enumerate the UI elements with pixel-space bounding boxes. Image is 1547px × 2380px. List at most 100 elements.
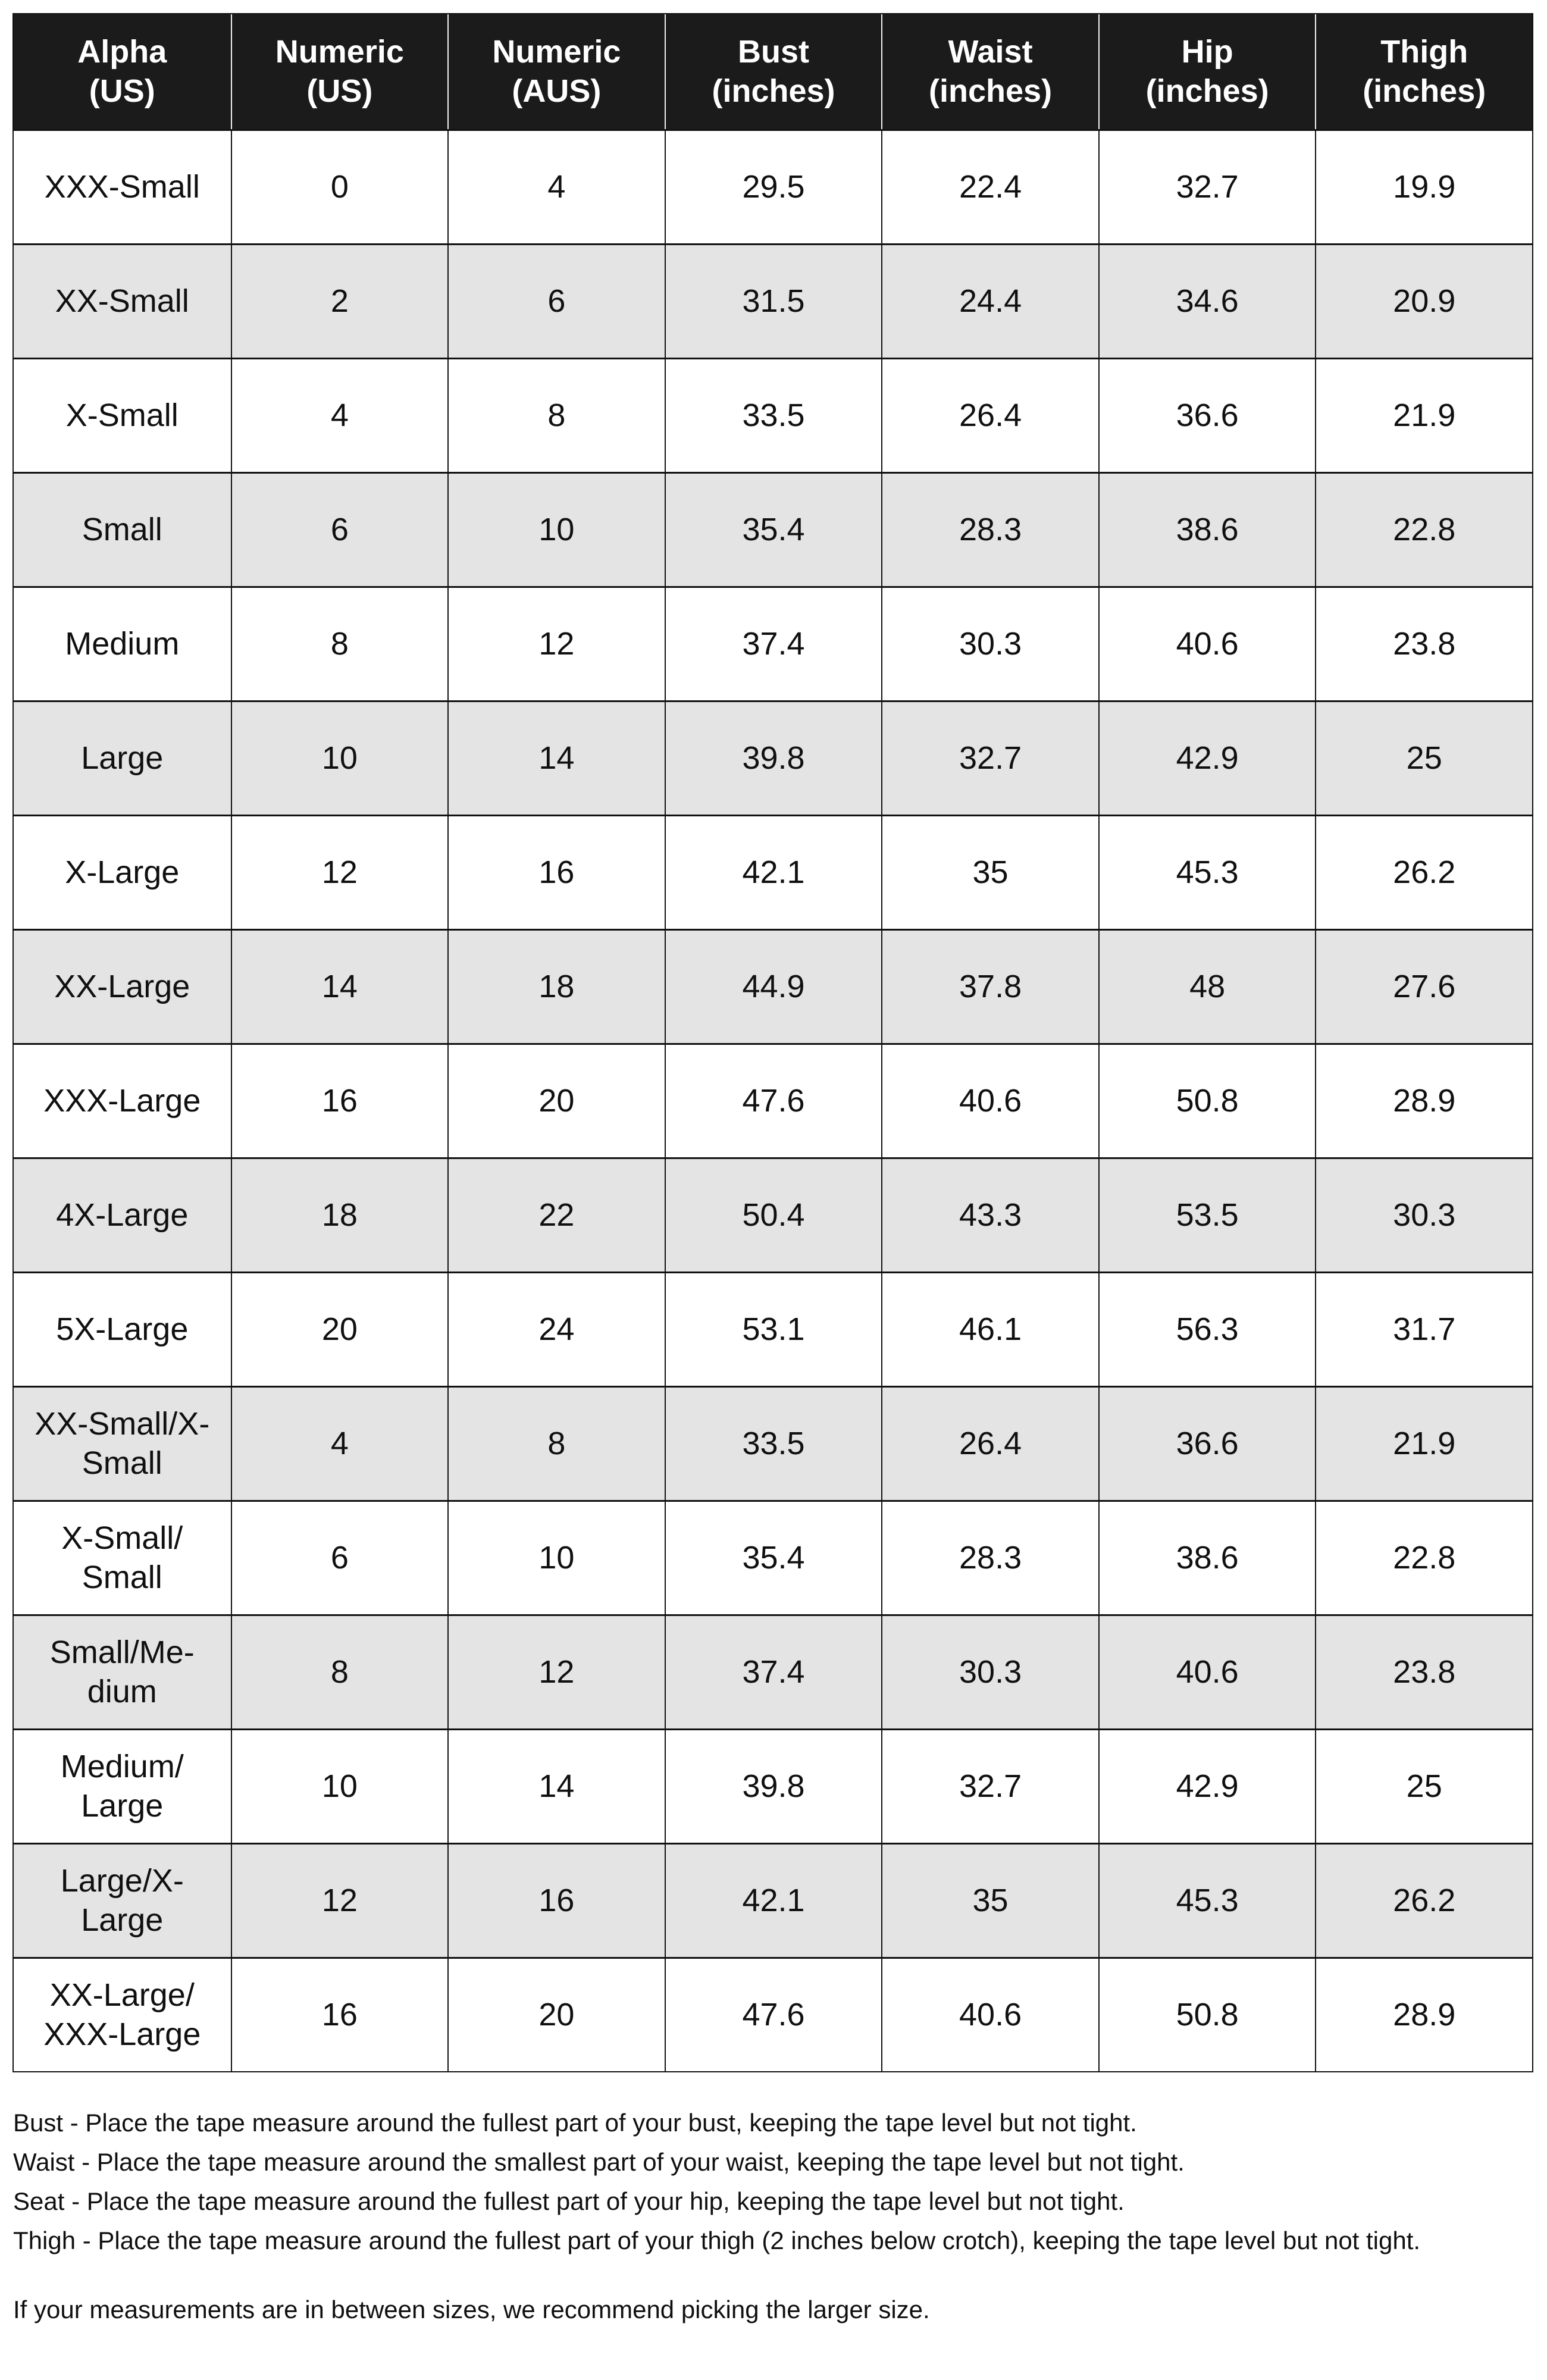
table-cell: 35 bbox=[881, 816, 1098, 929]
table-cell: Small bbox=[82, 511, 162, 547]
table-cell: XX-Small/X- Small bbox=[35, 1405, 210, 1481]
table-cell: 10 bbox=[447, 1502, 665, 1614]
table-row: X-Large 12 16 42.1 35 45.3 26.2 bbox=[14, 815, 1532, 929]
table-cell: 53.5 bbox=[1098, 1159, 1316, 1272]
table-cell: 8 bbox=[447, 1388, 665, 1500]
table-cell: 22.8 bbox=[1315, 474, 1532, 586]
table-cell: 6 bbox=[230, 474, 448, 586]
table-cell: 23.8 bbox=[1315, 1616, 1532, 1728]
table-cell: 56.3 bbox=[1098, 1273, 1316, 1386]
measure-instruction: Waist - Place the tape measure around th… bbox=[13, 2148, 1185, 2176]
table-cell: 36.6 bbox=[1098, 1388, 1316, 1500]
header-cell: Waist (inches) bbox=[881, 14, 1098, 129]
table-cell: 26.4 bbox=[881, 1388, 1098, 1500]
table-row: Small 6 10 35.4 28.3 38.6 22.8 bbox=[14, 472, 1532, 586]
table-cell: 37.4 bbox=[664, 1616, 882, 1728]
table-cell: 12 bbox=[230, 816, 448, 929]
table-cell: 4X-Large bbox=[56, 1197, 189, 1233]
table-cell: 32.7 bbox=[881, 702, 1098, 815]
table-cell: 50.8 bbox=[1098, 1045, 1316, 1157]
table-cell: XXX-Large bbox=[43, 1082, 201, 1119]
header-row: Alpha (US) Numeric (US) Numeric (AUS) Bust … bbox=[14, 14, 1532, 129]
table-cell: 21.9 bbox=[1315, 1388, 1532, 1500]
table-row: Medium/ Large 10 14 39.8 32.7 42.9 25 bbox=[14, 1728, 1532, 1843]
table-cell: 26.4 bbox=[881, 359, 1098, 472]
table-cell: 25 bbox=[1315, 1730, 1532, 1843]
table-cell: 10 bbox=[230, 1730, 448, 1843]
table-row: XX-Small 2 6 31.5 24.4 34.6 20.9 bbox=[14, 243, 1532, 358]
table-cell: 38.6 bbox=[1098, 1502, 1316, 1614]
table-cell: 35.4 bbox=[664, 1502, 882, 1614]
table-cell: 23.8 bbox=[1315, 588, 1532, 700]
table-row: X-Small 4 8 33.5 26.4 36.6 21.9 bbox=[14, 358, 1532, 472]
table-row: Large/X- Large 12 16 42.1 35 45.3 26.2 bbox=[14, 1843, 1532, 1957]
table-cell: 20.9 bbox=[1315, 245, 1532, 358]
table-cell: X-Large bbox=[65, 854, 180, 890]
table-cell: 42.1 bbox=[664, 816, 882, 929]
table-cell: 4 bbox=[447, 131, 665, 243]
table-cell: 40.6 bbox=[881, 1959, 1098, 2071]
table-row: Small/Me- dium 8 12 37.4 30.3 40.6 23.8 bbox=[14, 1614, 1532, 1728]
table-cell: 8 bbox=[447, 359, 665, 472]
header-cell: Numeric (AUS) bbox=[447, 14, 665, 129]
table-cell: 35.4 bbox=[664, 474, 882, 586]
table-cell: XX-Large bbox=[54, 968, 190, 1004]
table-cell: 32.7 bbox=[1098, 131, 1316, 243]
table-cell: 28.9 bbox=[1315, 1045, 1532, 1157]
header-cell: Numeric (US) bbox=[230, 14, 448, 129]
table-cell: 48 bbox=[1098, 931, 1316, 1043]
table-cell: 32.7 bbox=[881, 1730, 1098, 1843]
table-cell: 47.6 bbox=[664, 1959, 882, 2071]
table-cell: 30.3 bbox=[881, 1616, 1098, 1728]
table-cell: 43.3 bbox=[881, 1159, 1098, 1272]
table-cell: 12 bbox=[447, 588, 665, 700]
table-cell: 29.5 bbox=[664, 131, 882, 243]
table-cell: 16 bbox=[447, 1844, 665, 1957]
table-cell: 46.1 bbox=[881, 1273, 1098, 1386]
table-cell: 42.1 bbox=[664, 1844, 882, 1957]
table-cell: 33.5 bbox=[664, 1388, 882, 1500]
table-cell: 26.2 bbox=[1315, 1844, 1532, 1957]
table-cell: 25 bbox=[1315, 702, 1532, 815]
table-cell: 28.9 bbox=[1315, 1959, 1532, 2071]
table-cell: 30.3 bbox=[1315, 1159, 1532, 1272]
notes-section: Bust - Place the tape measure around the… bbox=[13, 2103, 1453, 2329]
table-cell: 40.6 bbox=[1098, 1616, 1316, 1728]
table-cell: 28.3 bbox=[881, 1502, 1098, 1614]
table-cell: 21.9 bbox=[1315, 359, 1532, 472]
table-cell: Large/X- Large bbox=[60, 1862, 184, 1938]
table-cell: 14 bbox=[447, 702, 665, 815]
table-cell: 20 bbox=[230, 1273, 448, 1386]
table-row: XX-Small/X- Small 4 8 33.5 26.4 36.6 21.9 bbox=[14, 1386, 1532, 1500]
table-cell: 31.7 bbox=[1315, 1273, 1532, 1386]
table-cell: 19.9 bbox=[1315, 131, 1532, 243]
table-cell: 4 bbox=[230, 1388, 448, 1500]
header-cell: Alpha (US) bbox=[14, 14, 231, 129]
table-cell: 14 bbox=[447, 1730, 665, 1843]
table-cell: 28.3 bbox=[881, 474, 1098, 586]
table-cell: 10 bbox=[230, 702, 448, 815]
table-cell: 24.4 bbox=[881, 245, 1098, 358]
table-row: XX-Large 14 18 44.9 37.8 48 27.6 bbox=[14, 929, 1532, 1043]
table-row: XX-Large/ XXX-Large 16 20 47.6 40.6 50.8 28.9 bbox=[14, 1957, 1532, 2071]
table-cell: 22.8 bbox=[1315, 1502, 1532, 1614]
table-cell: XX-Small bbox=[55, 283, 189, 319]
table-cell: 20 bbox=[447, 1959, 665, 2071]
header-cell: Hip (inches) bbox=[1098, 14, 1316, 129]
table-cell: 45.3 bbox=[1098, 816, 1316, 929]
table-cell: 0 bbox=[230, 131, 448, 243]
table-cell: 45.3 bbox=[1098, 1844, 1316, 1957]
table-cell: 12 bbox=[447, 1616, 665, 1728]
table-row: 5X-Large 20 24 53.1 46.1 56.3 31.7 bbox=[14, 1272, 1532, 1386]
table-cell: 4 bbox=[230, 359, 448, 472]
table-cell: 35 bbox=[881, 1844, 1098, 1957]
table-cell: 12 bbox=[230, 1844, 448, 1957]
sizing-tip: If your measurements are in between size… bbox=[13, 2296, 930, 2323]
table-cell: 36.6 bbox=[1098, 359, 1316, 472]
table-cell: 6 bbox=[447, 245, 665, 358]
table-row: XXX-Large 16 20 47.6 40.6 50.8 28.9 bbox=[14, 1043, 1532, 1157]
table-row: Large 10 14 39.8 32.7 42.9 25 bbox=[14, 700, 1532, 815]
header-cell: Thigh (inches) bbox=[1315, 14, 1532, 129]
table-cell: 27.6 bbox=[1315, 931, 1532, 1043]
table-cell: 5X-Large bbox=[56, 1311, 189, 1347]
